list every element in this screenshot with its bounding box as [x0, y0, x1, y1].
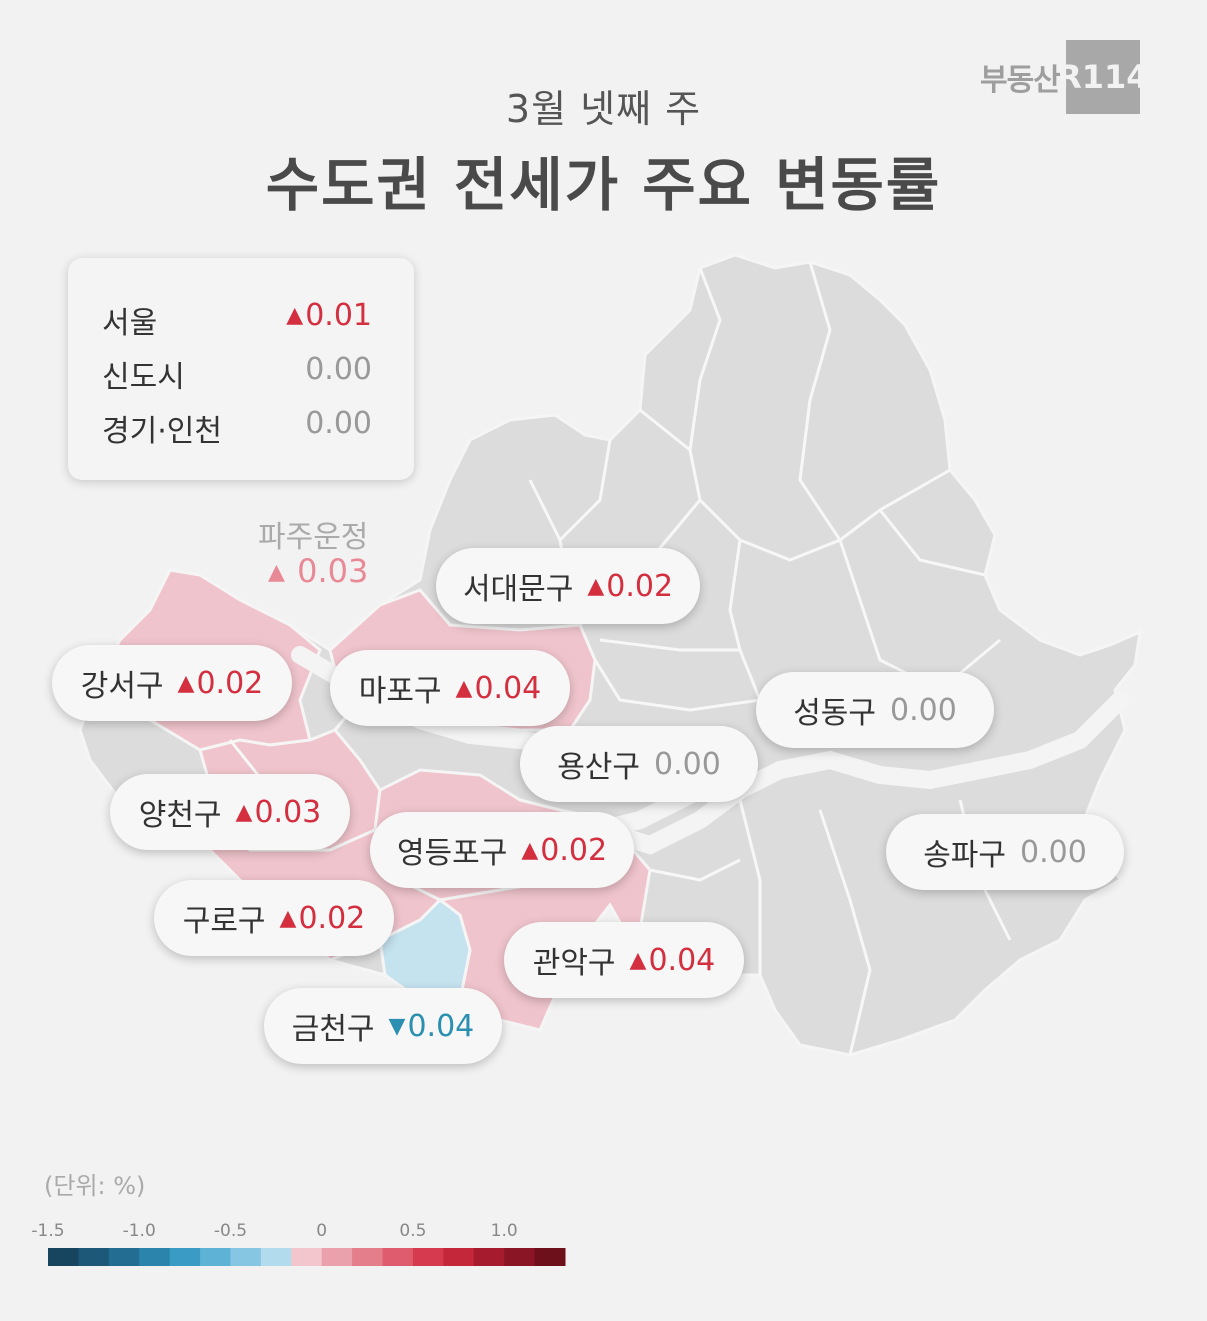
legend-swatch	[382, 1248, 414, 1266]
summary-value: 0.00	[305, 406, 372, 441]
legend-swatch	[230, 1248, 262, 1266]
legend-tick-label: -1.0	[123, 1221, 156, 1241]
legend-swatch	[504, 1248, 536, 1266]
legend-swatch	[473, 1248, 505, 1266]
unit-label: (단위: %)	[44, 1172, 146, 1200]
legend-swatch	[139, 1248, 171, 1266]
summary-label: 신도시	[102, 360, 185, 395]
logo-box: R114	[1057, 40, 1149, 114]
legend-swatch	[291, 1248, 323, 1266]
page-title: 수도권 전세가 주요 변동률	[265, 151, 942, 219]
district-pill-yongsan: 용산구 0.00	[520, 726, 758, 802]
summary-row-new-town: 신도시 0.00	[102, 352, 372, 395]
legend-swatch	[412, 1248, 444, 1266]
summary-value: ▲0.01	[286, 298, 372, 333]
district-pill-mapo: 마포구 ▲0.04	[330, 650, 570, 726]
paju-value: ▲ 0.03	[268, 552, 369, 590]
district-pill-seodaemun: 서대문구 ▲0.02	[436, 548, 700, 624]
summary-label: 서울	[102, 306, 158, 341]
up-arrow-icon: ▲	[587, 573, 605, 599]
legend-swatch	[260, 1248, 292, 1266]
district-pill-gwanak: 관악구 ▲0.04	[504, 922, 744, 998]
district-pill-geumcheon: 금천구 ▼0.04	[264, 988, 502, 1064]
up-arrow-icon: ▲	[521, 837, 539, 863]
up-arrow-icon: ▲	[177, 670, 195, 696]
legend-tick-label: -1.5	[31, 1221, 64, 1241]
up-arrow-icon: ▲	[279, 905, 297, 931]
up-arrow-icon: ▲	[235, 799, 253, 825]
legend-swatch	[108, 1248, 140, 1266]
district-pill-guro: 구로구 ▲0.02	[154, 880, 394, 956]
legend-tick-label: 1.0	[491, 1221, 518, 1241]
summary-row-gyeonggi-incheon: 경기·인천 0.00	[102, 406, 372, 449]
legend-swatch	[534, 1248, 566, 1266]
legend-swatch	[200, 1248, 231, 1266]
district-pill-songpa: 송파구 0.00	[886, 814, 1124, 890]
down-arrow-icon: ▼	[388, 1013, 406, 1039]
legend-tick-label: 0.5	[399, 1221, 426, 1241]
up-arrow-icon: ▲	[629, 947, 647, 973]
subtitle: 3월 넷째 주	[505, 87, 702, 131]
district-pill-yangcheon: 양천구 ▲0.03	[110, 774, 350, 850]
logo-text: 부동산	[980, 63, 1061, 98]
paju-label: 파주운정	[258, 520, 369, 555]
up-arrow-icon: ▲	[455, 675, 473, 701]
legend-tick-label: 0	[316, 1221, 327, 1241]
legend-swatch	[169, 1248, 201, 1266]
legend-tick-label: -0.5	[214, 1221, 247, 1241]
up-arrow-icon: ▲	[268, 560, 285, 585]
legend-swatch	[78, 1248, 110, 1266]
district-pill-yeongdeungpo: 영등포구 ▲0.02	[370, 812, 634, 888]
district-pill-seongdong: 성동구 0.00	[756, 672, 994, 748]
summary-box: 서울 ▲0.01 신도시 0.00 경기·인천 0.00	[68, 258, 414, 480]
summary-label: 경기·인천	[102, 414, 222, 449]
up-arrow-icon: ▲	[286, 303, 304, 328]
legend-swatch	[321, 1248, 353, 1266]
legend-swatch	[48, 1248, 79, 1266]
legend-swatch	[443, 1248, 475, 1266]
map-region-geumcheon	[378, 898, 472, 1002]
summary-value: 0.00	[305, 352, 372, 387]
legend-swatch	[352, 1248, 384, 1266]
summary-row-seoul: 서울 ▲0.01	[102, 298, 372, 341]
logo: 부동산 R114	[980, 40, 1149, 114]
district-pill-gangseo: 강서구 ▲0.02	[52, 645, 292, 721]
